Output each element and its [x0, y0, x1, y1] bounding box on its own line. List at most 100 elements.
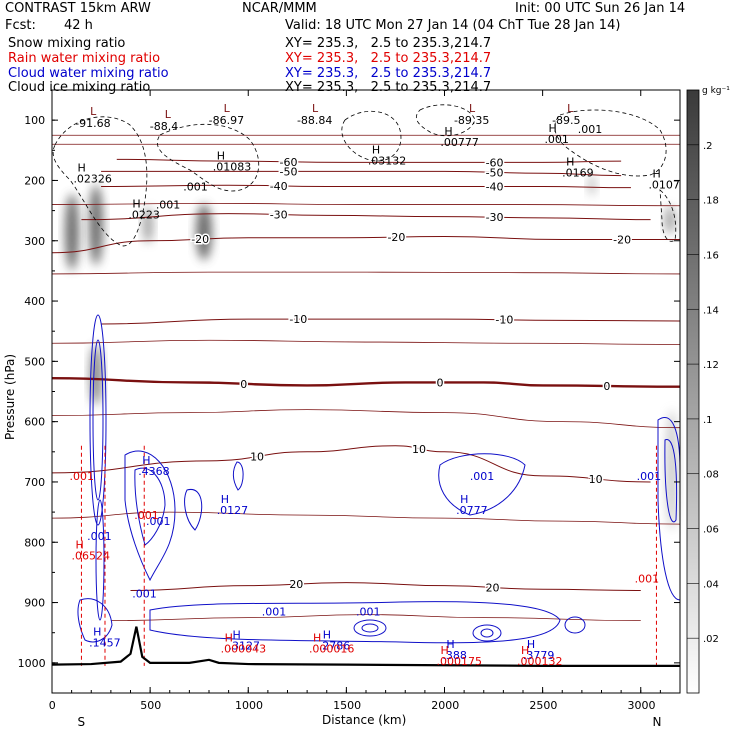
max-value: .02326	[73, 172, 112, 185]
contour-value: .001	[146, 515, 171, 528]
contour-value: .001	[356, 606, 381, 619]
max-marker: H	[548, 122, 556, 135]
colorbar-tick-label: .1	[703, 415, 713, 426]
min-value: -91.68	[75, 117, 110, 130]
max-value: .00777	[440, 136, 479, 149]
isotherm-label: -30	[486, 211, 504, 224]
field-xy-rain: XY= 235.3, 2.5 to 235.3,214.7	[285, 51, 492, 66]
y-tick-label: 300	[24, 235, 45, 248]
terrain-line	[51, 626, 680, 667]
y-axis-label: Pressure (hPa)	[3, 354, 17, 440]
isotherm-label: -60	[280, 156, 298, 169]
y-tick-label: 100	[24, 114, 45, 127]
isotherm-m20	[51, 236, 680, 254]
model-title: CONTRAST 15km ARW	[5, 1, 151, 16]
field-label-snow: Snow mixing ratio	[8, 36, 126, 51]
colorbar-bar	[686, 89, 700, 694]
min-marker: L	[312, 102, 319, 115]
max-value: .388	[442, 649, 467, 662]
max-marker: H	[446, 638, 454, 651]
max-marker: H	[217, 149, 225, 162]
x-tick-label: 3000	[628, 699, 656, 712]
max-marker: H	[142, 454, 150, 467]
x-tick-label: 1500	[333, 699, 361, 712]
isotherm-label: -20	[387, 231, 405, 244]
isotherm-minor	[51, 271, 681, 275]
max-marker: H	[323, 629, 331, 642]
isotherm-minor	[51, 409, 681, 429]
x-tick-label: 500	[140, 699, 161, 712]
isotherm-0	[51, 377, 681, 388]
field-label-cloudwater: Cloud water mixing ratio	[8, 66, 169, 81]
y-tick-label: 200	[24, 174, 45, 187]
isotherm-m50	[101, 170, 622, 177]
max-value: .0777	[456, 504, 488, 517]
colorbar-tick-label: .12	[703, 360, 719, 371]
y-tick-label: 800	[24, 536, 45, 549]
x-tick-label: 0	[49, 699, 56, 712]
x-axis-label: Distance (km)	[322, 713, 406, 727]
org-label: NCAR/MMM	[242, 1, 317, 16]
contour-value: .001	[578, 123, 603, 136]
isotherm-label: -50	[280, 165, 298, 178]
max-marker: H	[527, 638, 535, 651]
terrain-profile	[51, 626, 680, 667]
colorbar-tick-label: .16	[703, 250, 719, 261]
isotherm-label: -10	[495, 314, 513, 327]
isotherm-label: 0	[603, 380, 610, 393]
colorbar-tick-label: .14	[703, 305, 719, 316]
field-xy-cloudice: XY= 235.3, 2.5 to 235.3,214.7	[285, 80, 492, 95]
axes: 0 500 1000 1500 2000 2500 30001002003004005006…	[3, 89, 681, 729]
max-value: .01083	[213, 160, 252, 173]
colorbar-tick-label: .06	[703, 525, 719, 536]
contour-labels: L-91.68L-88.4L-86.97L-88.84L-89.35L-89.5…	[69, 102, 679, 668]
colorbar-tick-label: .04	[703, 579, 719, 590]
field-xy-snow: XY= 235.3, 2.5 to 235.3,214.7	[285, 36, 492, 51]
isotherm-m10	[101, 318, 681, 325]
isotherm-label: -40	[270, 180, 288, 193]
isotherm-label: -20	[191, 233, 209, 246]
isotherm-label: -60	[486, 156, 504, 169]
isotherm-label: -20	[613, 234, 631, 247]
isotherm-10	[51, 445, 651, 483]
temperature-contours: -60 -60-50 -50-40 -40-30 -30-20 -20 -20-10 -100…	[51, 134, 681, 622]
max-marker: H	[566, 155, 574, 168]
max-marker: H	[372, 143, 380, 156]
max-marker: H	[652, 167, 660, 180]
cloud-ice-contours	[52, 104, 677, 247]
isotherm-m30	[81, 213, 651, 221]
y-tick-label: 500	[24, 355, 45, 368]
field-label-cloudice: Cloud ice mixing ratio	[8, 80, 151, 95]
colorbar-tick-label: .18	[703, 196, 719, 207]
max-value: .2786	[319, 640, 351, 653]
y-tick-label: 400	[24, 295, 45, 308]
max-value: .0223	[128, 209, 160, 222]
isotherm-label: -30	[270, 209, 288, 222]
max-marker: H	[313, 632, 321, 645]
min-marker: L	[469, 102, 476, 115]
contour-value: .001	[635, 572, 660, 585]
isotherm-label: -40	[486, 180, 504, 193]
contour-value: .001	[69, 470, 94, 483]
max-value: .1457	[89, 637, 121, 650]
isotherm-label: 10	[250, 450, 264, 463]
min-value: -88.84	[297, 114, 332, 127]
isotherm-minor	[51, 511, 681, 525]
max-value: .3127	[228, 640, 260, 653]
colorbar: .02 .04 .06 .08 .1 .12 .14 .16 .18 .2 g kg⁻¹	[686, 86, 730, 694]
max-marker: H	[93, 626, 101, 639]
min-marker: L	[165, 108, 172, 121]
min-value: -86.97	[209, 114, 244, 127]
contour-value: .001	[262, 606, 287, 619]
field-xy-cloudwater: XY= 235.3, 2.5 to 235.3,214.7	[285, 66, 492, 81]
max-marker: H	[441, 644, 449, 657]
isotherm-label: 0	[437, 376, 444, 389]
contour-value: .001	[134, 509, 159, 522]
contour-value: .001	[470, 470, 495, 483]
max-value: .000132	[517, 655, 563, 668]
x-tick-label: 1000	[235, 699, 263, 712]
contour-value: .001	[87, 530, 112, 543]
endpoint-left: S	[77, 715, 85, 729]
max-value: .0127	[217, 504, 249, 517]
max-marker: H	[521, 644, 529, 657]
